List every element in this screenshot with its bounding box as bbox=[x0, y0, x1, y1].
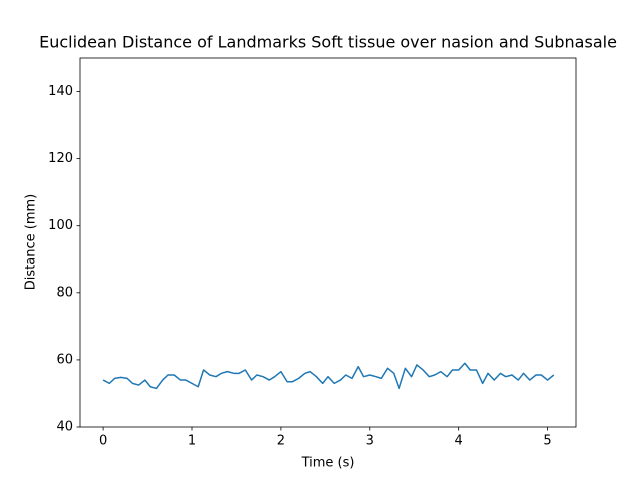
y-tick-label: 60 bbox=[56, 352, 73, 367]
y-tick-label: 80 bbox=[56, 285, 73, 300]
y-tick-label: 140 bbox=[48, 84, 73, 99]
plot-frame bbox=[79, 57, 577, 428]
x-tick-label: 5 bbox=[543, 434, 551, 449]
data-line bbox=[102, 362, 555, 390]
x-tick-label: 0 bbox=[99, 434, 107, 449]
x-tick-label: 4 bbox=[455, 434, 463, 449]
x-tick-label: 3 bbox=[366, 434, 374, 449]
y-tick-label: 100 bbox=[48, 218, 73, 233]
y-tick-label: 40 bbox=[56, 420, 73, 435]
y-tick-label: 120 bbox=[48, 151, 73, 166]
x-axis-label: Time (s) bbox=[301, 456, 355, 471]
x-tick-label: 1 bbox=[188, 434, 196, 449]
y-axis-label: Distance (mm) bbox=[24, 194, 39, 290]
x-tick-label: 2 bbox=[277, 434, 285, 449]
chart-title: Euclidean Distance of Landmarks Soft tis… bbox=[39, 33, 617, 52]
